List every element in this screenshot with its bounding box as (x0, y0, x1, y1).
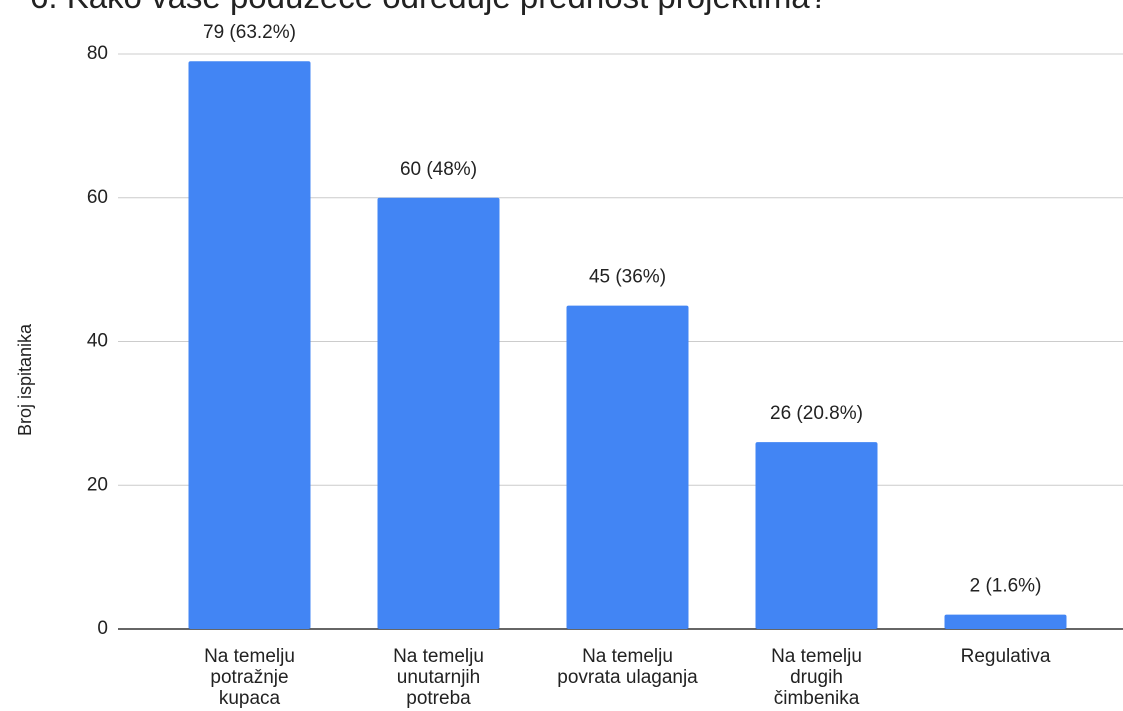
x-tick-label-line: povrata ulaganja (557, 667, 698, 688)
bar (755, 442, 878, 629)
data-label: 45 (36%) (589, 267, 666, 288)
x-tick-label-line: Regulativa (961, 646, 1051, 667)
x-tick-label-line: potreba (406, 688, 471, 709)
x-tick-label-line: kupaca (219, 688, 281, 709)
data-label: 2 (1.6%) (970, 576, 1042, 597)
bar (566, 305, 689, 629)
x-tick-label-line: Na temelju (582, 646, 673, 667)
x-tick-label-line: drugih (790, 667, 843, 688)
bar (377, 197, 500, 629)
x-tick-label: Na temelju drugih čimbenika (771, 646, 862, 709)
x-tick-label-line: Na temelju (771, 646, 862, 667)
bar (188, 61, 311, 629)
y-tick-label: 0 (97, 618, 108, 639)
bar (944, 614, 1067, 629)
y-axis-label: Broj ispitanika (15, 323, 35, 436)
x-tick-label-line: unutarnjih (397, 667, 480, 688)
x-tick-label: Regulativa (961, 646, 1051, 667)
x-tick-label-line: Na temelju (204, 646, 295, 667)
y-tick-label: 40 (87, 331, 108, 352)
y-tick-label: 60 (87, 187, 108, 208)
x-tick-label-line: potražnje (210, 667, 288, 688)
x-tick-label: Na temelju povrata ulaganja (557, 646, 698, 688)
x-tick-label: Na temelju potražnje kupaca (204, 646, 295, 709)
x-tick-label: Na temelju unutarnjih potreba (393, 646, 484, 709)
x-tick-label-line: čimbenika (774, 688, 860, 709)
data-label: 60 (48%) (400, 159, 477, 180)
y-tick-label: 20 (87, 474, 108, 495)
chart-title: 6. Kako vaše poduzeće određuje prednost … (30, 0, 828, 15)
data-label: 26 (20.8%) (770, 403, 863, 424)
y-tick-label: 80 (87, 43, 108, 64)
data-label: 79 (63.2%) (203, 22, 296, 43)
x-tick-label-line: Na temelju (393, 646, 484, 667)
